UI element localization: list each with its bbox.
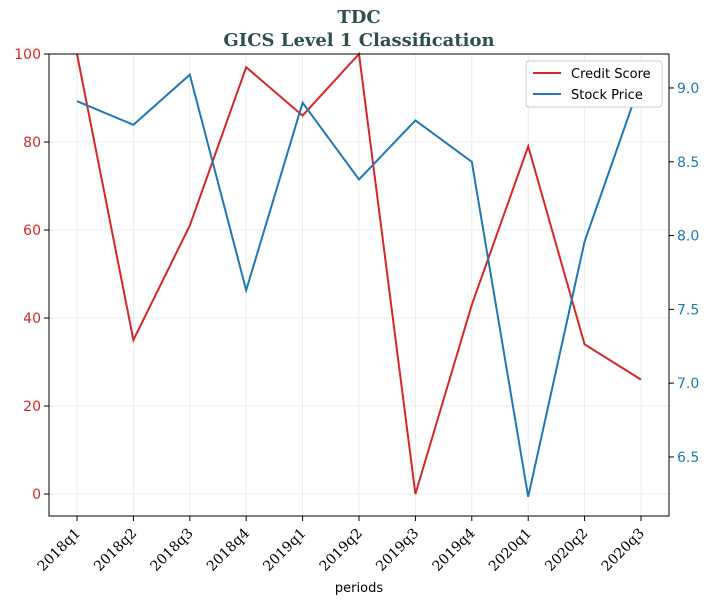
x-tick-label: 2019q4 [429,525,478,574]
left-tick-label: 20 [23,399,41,415]
x-tick-label: 2018q1 [35,526,84,575]
left-tick-label: 100 [14,47,41,63]
right-tick-label: 8.5 [677,155,699,171]
right-tick-label: 6.5 [677,450,699,466]
left-tick-label: 80 [23,135,41,151]
x-tick-label: 2020q2 [542,526,591,575]
legend-label-credit-score: Credit Score [571,67,651,82]
x-tick-label: 2018q4 [204,525,253,574]
right-tick-label: 9.0 [677,81,699,97]
x-axis-label: periods [335,581,383,596]
right-axis: 6.5 7.0 7.5 8.0 8.5 9.0 [669,81,699,466]
x-tick-label: 2019q3 [373,526,422,575]
x-tick-label: 2020q3 [599,526,648,575]
left-tick-label: 40 [23,311,41,327]
legend: Credit Score Stock Price [525,60,663,108]
left-axis: 0 20 40 60 80 100 [14,47,49,503]
left-tick-label: 0 [32,487,41,503]
right-tick-label: 7.0 [677,376,699,392]
series-line-stock-price [76,72,642,498]
left-tick-label: 60 [23,223,41,239]
x-tick-label: 2019q1 [260,526,309,575]
chart-title-line1: TDC [337,7,380,28]
chart-title-line2: GICS Level 1 Classification [223,30,494,51]
x-tick-label: 2018q2 [91,526,140,575]
x-tick-label: 2019q2 [317,526,366,575]
right-tick-label: 8.0 [677,229,699,245]
right-tick-label: 7.5 [677,302,699,318]
x-tick-label: 2020q1 [486,526,535,575]
x-axis: 2018q1 2018q2 2018q3 2018q4 2019q1 2019q2 2019… [35,516,648,575]
x-tick-label: 2018q3 [147,526,196,575]
legend-label-stock-price: Stock Price [571,88,643,103]
